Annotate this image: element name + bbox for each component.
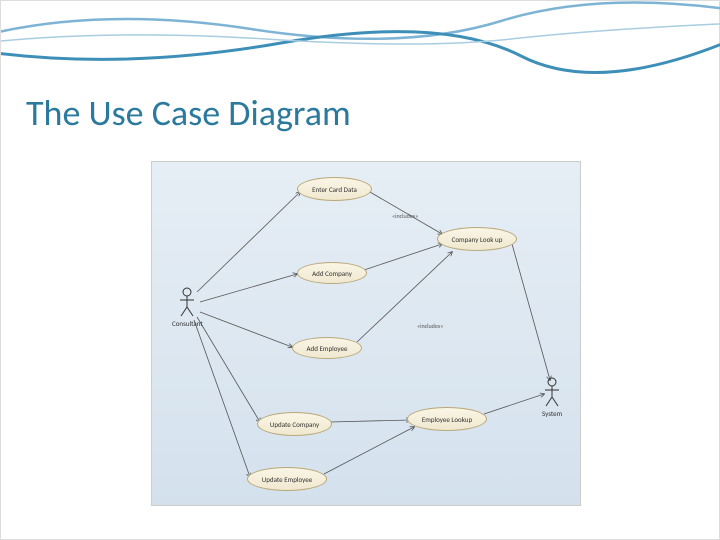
edge — [197, 192, 300, 292]
actor-icon — [542, 377, 562, 407]
use-case-employee_lookup: Employee Lookup — [407, 407, 487, 431]
diagram-edges — [152, 162, 582, 507]
actor-consultant: Consultant — [172, 287, 203, 328]
edge — [364, 244, 442, 270]
edge — [194, 320, 250, 477]
wave-decoration — [1, 1, 720, 81]
edge — [512, 244, 550, 380]
actor-icon — [177, 287, 197, 317]
edge — [200, 274, 297, 302]
use-case-enter_card: Enter Card Data — [297, 177, 372, 201]
edge — [330, 420, 410, 422]
use-case-update_employee: Update Employee — [247, 467, 327, 491]
use-case-diagram: «includes» «includes» Consultant System Ente… — [151, 161, 581, 506]
use-case-update_company: Update Company — [257, 412, 332, 436]
use-case-company_lookup: Company Look up — [437, 227, 517, 251]
actor-label: Consultant — [172, 319, 203, 328]
edge-label: «includes» — [417, 322, 443, 330]
edge — [200, 312, 292, 347]
edge — [484, 394, 544, 414]
use-case-add_company: Add Company — [297, 262, 367, 284]
actor-system: System — [542, 377, 562, 418]
edge-label: «includes» — [392, 212, 418, 220]
use-case-add_employee: Add Employee — [292, 337, 362, 359]
slide-title: The Use Case Diagram — [26, 91, 351, 135]
edge — [197, 317, 260, 422]
edge — [324, 427, 414, 474]
actor-label: System — [542, 409, 562, 418]
